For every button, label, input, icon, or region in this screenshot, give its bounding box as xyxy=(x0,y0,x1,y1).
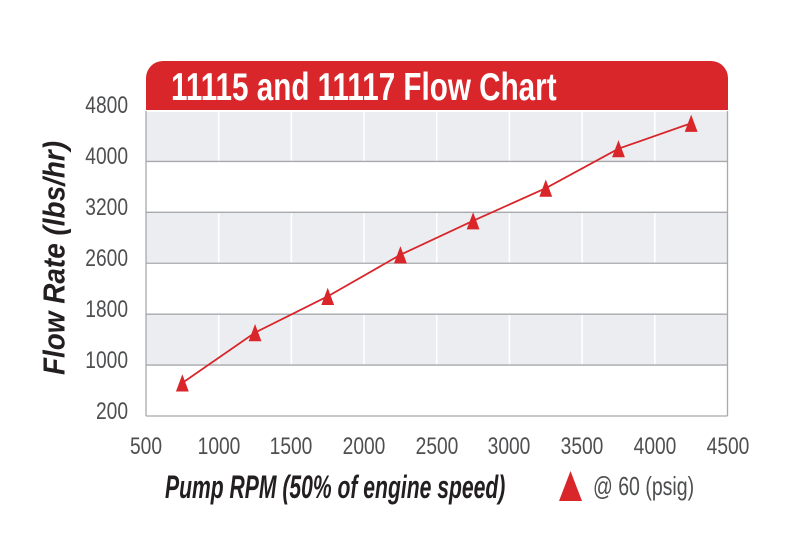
x-tick-label: 4000 xyxy=(633,433,677,460)
x-tick-label: 3000 xyxy=(488,433,531,460)
data-point-marker xyxy=(175,374,189,392)
x-tick-label: 2500 xyxy=(415,433,459,460)
y-tick-label: 3200 xyxy=(85,194,128,222)
y-tick-label: 2600 xyxy=(85,245,128,273)
x-tick-label: 500 xyxy=(129,433,163,460)
data-point-marker xyxy=(539,179,553,197)
data-point-marker xyxy=(394,246,407,264)
data-point-marker xyxy=(612,140,625,158)
data-point-marker xyxy=(321,287,335,305)
y-tick-label: 1800 xyxy=(85,295,128,323)
y-tick-label: 4000 xyxy=(85,143,128,171)
chart-header-bar: 11115 and 11117 Flow Chart xyxy=(146,61,728,110)
x-tick-label: 2000 xyxy=(342,433,386,460)
data-point-marker xyxy=(684,114,698,132)
legend-label: @ 60 (psig) xyxy=(593,471,695,501)
y-tick-label: 4800 xyxy=(85,92,128,120)
legend-triangle-marker-icon xyxy=(559,471,582,501)
data-point-marker xyxy=(248,324,262,342)
legend: @ 60 (psig) xyxy=(558,470,728,502)
x-tick-label: 3500 xyxy=(560,433,604,460)
x-tick-label: 4500 xyxy=(706,433,749,460)
y-tick-label: 200 xyxy=(95,397,128,425)
x-tick-label: 1000 xyxy=(197,433,241,460)
x-tick-label: 1500 xyxy=(270,433,313,460)
data-point-marker xyxy=(466,212,480,230)
chart-title: 11115 and 11117 Flow Chart xyxy=(171,65,557,109)
y-tick-label: 1000 xyxy=(85,346,128,374)
x-axis-title: Pump RPM (50% of engine speed) xyxy=(165,469,506,505)
